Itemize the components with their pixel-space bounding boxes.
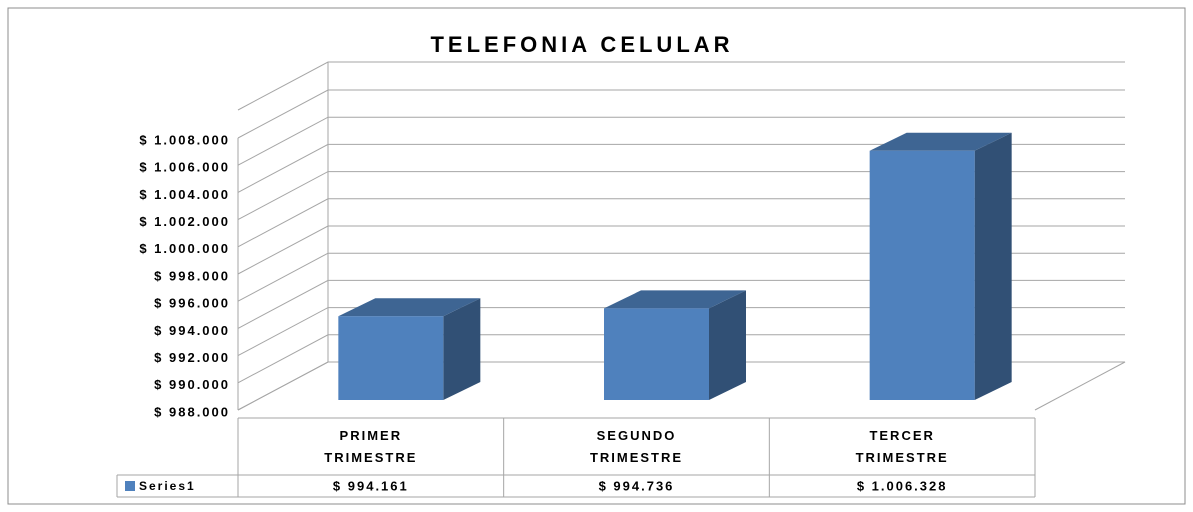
y-tick-label: $ 998.000 xyxy=(154,268,230,283)
y-tick-label: $ 994.000 xyxy=(154,323,230,338)
grid-line xyxy=(237,279,1125,329)
y-tick-label: $ 1.008.000 xyxy=(139,132,230,147)
legend-swatch xyxy=(125,481,135,491)
bar-side xyxy=(709,290,746,400)
data-label: $ 1.006.328 xyxy=(857,478,948,493)
bar-side xyxy=(974,132,1012,400)
grid-line xyxy=(237,334,1125,384)
wall-top xyxy=(237,61,1125,111)
y-tick-label: $ 1.004.000 xyxy=(139,187,230,202)
y-tick-label: $ 990.000 xyxy=(154,377,230,392)
y-tick-label: $ 1.000.000 xyxy=(139,241,230,256)
bar-top xyxy=(869,132,1012,151)
chart-title: TELEFONIA CELULAR xyxy=(430,32,733,57)
grid-line xyxy=(237,252,1125,302)
x-tick-label: TERCER TRIMESTRE xyxy=(856,428,949,465)
data-label: $ 994.736 xyxy=(599,478,675,493)
bar xyxy=(338,316,444,400)
bar xyxy=(604,308,709,400)
y-tick-label: $ 988.000 xyxy=(154,404,230,419)
grid-line xyxy=(237,361,1125,411)
grid-line xyxy=(237,307,1125,357)
bar xyxy=(869,150,975,400)
bar-top xyxy=(604,290,746,309)
y-tick-label: $ 996.000 xyxy=(154,296,230,311)
grid-line xyxy=(237,89,1125,139)
x-tick-label: PRIMER TRIMESTRE xyxy=(324,428,417,465)
bar-top xyxy=(338,298,481,317)
bar-side xyxy=(443,298,481,400)
y-tick-label: $ 992.000 xyxy=(154,350,230,365)
grid-line xyxy=(237,198,1125,248)
y-tick-label: $ 1.006.000 xyxy=(139,160,230,175)
grid-line xyxy=(237,225,1125,275)
data-label: $ 994.161 xyxy=(333,478,409,493)
y-tick-label: $ 1.002.000 xyxy=(139,214,230,229)
grid-line xyxy=(237,116,1125,166)
grid-line xyxy=(237,143,1125,193)
x-tick-label: SEGUNDO TRIMESTRE xyxy=(590,428,683,465)
grid-line xyxy=(237,171,1125,221)
legend-label: Series1 xyxy=(139,479,196,493)
